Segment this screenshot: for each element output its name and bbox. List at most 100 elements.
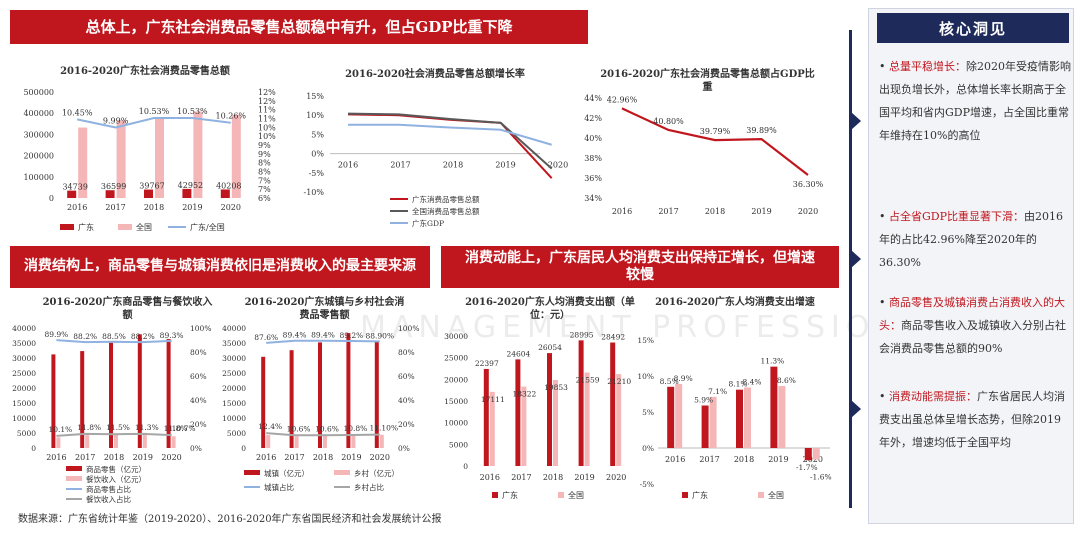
y-tick-label: 500000 bbox=[23, 88, 54, 97]
x-tick-label: 2020 bbox=[221, 203, 241, 212]
data-label: 10.6% bbox=[315, 424, 339, 433]
insight-text: 商品零售收入及城镇收入分别占社会消费品零售总额的90% bbox=[879, 319, 1066, 355]
bar-national bbox=[675, 383, 683, 448]
y2-tick-label: 9% bbox=[258, 141, 271, 150]
data-label: 89.2% bbox=[339, 331, 363, 340]
data-label: 89.9% bbox=[44, 330, 68, 339]
x-tick-label: 2018 bbox=[443, 161, 463, 170]
x-tick-label: 2017 bbox=[699, 455, 719, 464]
y-tick-label: 10% bbox=[637, 372, 654, 381]
bar-national bbox=[116, 120, 126, 198]
x-tick-label: 2018 bbox=[313, 453, 333, 462]
y-tick-label: 15% bbox=[637, 336, 654, 345]
insight-text: 广东省居民人均消费支出虽总体呈增长态势，但除2019年外，增速均低于全国平均 bbox=[879, 390, 1065, 449]
y-tick-label: 30000 bbox=[444, 332, 468, 341]
chart-urban-rural: 0 5000 10000 15000 20000 25000 30000 35000 40000… bbox=[222, 324, 419, 492]
y-tick-label: 5000 bbox=[449, 440, 468, 449]
bar-guangdong bbox=[578, 340, 584, 466]
x-tick-label: 2016 bbox=[480, 473, 500, 482]
bar-primary bbox=[261, 356, 266, 448]
y-tick-label: 10% bbox=[306, 111, 324, 120]
share-line bbox=[56, 432, 172, 437]
x-tick-label: 2017 bbox=[284, 453, 304, 462]
x-tick-label: 2020 bbox=[803, 455, 823, 464]
data-label: 10.1% bbox=[48, 425, 72, 434]
y-tick-label: 15000 bbox=[12, 399, 36, 408]
y2-tick-label: 7% bbox=[258, 176, 271, 185]
data-label: 39767 bbox=[139, 182, 164, 191]
bar-national bbox=[709, 396, 717, 448]
y-tick-label: 34% bbox=[584, 194, 602, 203]
y-tick-label: 0 bbox=[49, 194, 54, 203]
y2-tick-label: 8% bbox=[258, 159, 271, 168]
divider-line bbox=[849, 30, 852, 508]
y-tick-label: 20000 bbox=[444, 375, 468, 384]
legend-swatch bbox=[492, 492, 498, 498]
banner-mid-left: 消费结构上，商品零售与城镇消费依旧是消费收入的最主要来源 bbox=[10, 246, 430, 288]
bar-national bbox=[155, 117, 164, 198]
legend-label: 广东 bbox=[692, 490, 708, 500]
insight-text: 除2020年受疫情影响出现负增长外，总体增长率长期高于全国平均和省内GDP增速，… bbox=[879, 60, 1071, 142]
data-label: 39.79% bbox=[700, 127, 731, 136]
bar-primary bbox=[51, 354, 56, 448]
y-tick-label: 5% bbox=[642, 408, 654, 417]
chart-title-1: 2016-2020广东社会消费品零售总额 bbox=[60, 66, 230, 77]
data-label: 21210 bbox=[607, 377, 631, 386]
arrow-icon bbox=[851, 250, 861, 268]
bar-primary bbox=[80, 351, 85, 448]
bar-guangdong bbox=[220, 189, 230, 198]
insight-item: • 总量平稳增长：除2020年受疫情影响出现负增长外，总体增长率长期高于全国平均… bbox=[879, 60, 1071, 142]
bar-secondary bbox=[266, 435, 271, 448]
y-tick-label: 38% bbox=[584, 154, 602, 163]
data-label: 10.7% bbox=[172, 424, 196, 433]
legend-label: 全国 bbox=[568, 490, 584, 500]
data-label: 11.5% bbox=[106, 423, 130, 432]
chart-gdp-share: 34% 36% 38% 40% 42% 44% 2016 2017 2018 2019 2020 42… bbox=[584, 94, 823, 216]
bar-secondary bbox=[142, 432, 147, 448]
x-tick-label: 2020 bbox=[606, 473, 626, 482]
chart-title-3: 2016-2020广东社会消费品零售总额占GDP比重 bbox=[600, 69, 815, 93]
x-tick-label: 2017 bbox=[658, 207, 678, 216]
y-tick-label: 5000 bbox=[17, 429, 36, 438]
bar-national bbox=[616, 374, 622, 466]
x-tick-label: 2019 bbox=[495, 161, 515, 170]
y2-tick-label: 20% bbox=[398, 420, 415, 429]
y2-tick-label: 60% bbox=[398, 372, 415, 381]
y-tick-label: 15% bbox=[306, 92, 324, 101]
data-label: 40208 bbox=[216, 181, 241, 190]
x-tick-label: 2018 bbox=[543, 473, 563, 482]
chart-title-6: 2016-2020广东人均消费支出额（单位：元） bbox=[465, 297, 635, 321]
series-line bbox=[348, 123, 552, 146]
y2-tick-label: 8% bbox=[258, 168, 271, 177]
bar-guangdong bbox=[67, 190, 77, 198]
bar-guangdong bbox=[667, 386, 675, 448]
legend-label: 广东 bbox=[78, 222, 94, 232]
arrow-icon bbox=[851, 112, 861, 130]
y-tick-label: 0% bbox=[642, 444, 654, 453]
y2-tick-label: 11% bbox=[258, 106, 276, 115]
legend-label: 乡村占比 bbox=[354, 482, 384, 492]
x-tick-label: 2016 bbox=[612, 207, 632, 216]
banner-top: 总体上，广东社会消费品零售总额稳中有升，但占GDP比重下降 bbox=[10, 10, 588, 44]
bar-national bbox=[489, 391, 495, 466]
bar-secondary bbox=[323, 435, 327, 448]
legend-swatch bbox=[118, 224, 132, 230]
bar-national bbox=[584, 372, 590, 466]
bar-guangdong bbox=[547, 353, 552, 466]
data-label: 17111 bbox=[481, 395, 505, 404]
y-tick-label: 40% bbox=[584, 134, 602, 143]
bar-secondary bbox=[171, 436, 176, 448]
y-tick-label: 25000 bbox=[222, 369, 246, 378]
y-tick-label: 5000 bbox=[227, 429, 246, 438]
y-tick-label: 20000 bbox=[12, 384, 36, 393]
bar-primary bbox=[374, 340, 379, 448]
data-label: 88.5% bbox=[102, 332, 126, 341]
bar-national bbox=[521, 386, 527, 466]
data-label: 8.4% bbox=[742, 378, 761, 387]
data-label: 19853 bbox=[544, 383, 568, 392]
y2-tick-label: 0% bbox=[398, 444, 410, 453]
y-tick-label: -5% bbox=[640, 480, 654, 489]
data-label: 11.3% bbox=[760, 357, 784, 366]
data-label: 89.4% bbox=[311, 331, 335, 340]
data-label: 88.2% bbox=[73, 332, 97, 341]
